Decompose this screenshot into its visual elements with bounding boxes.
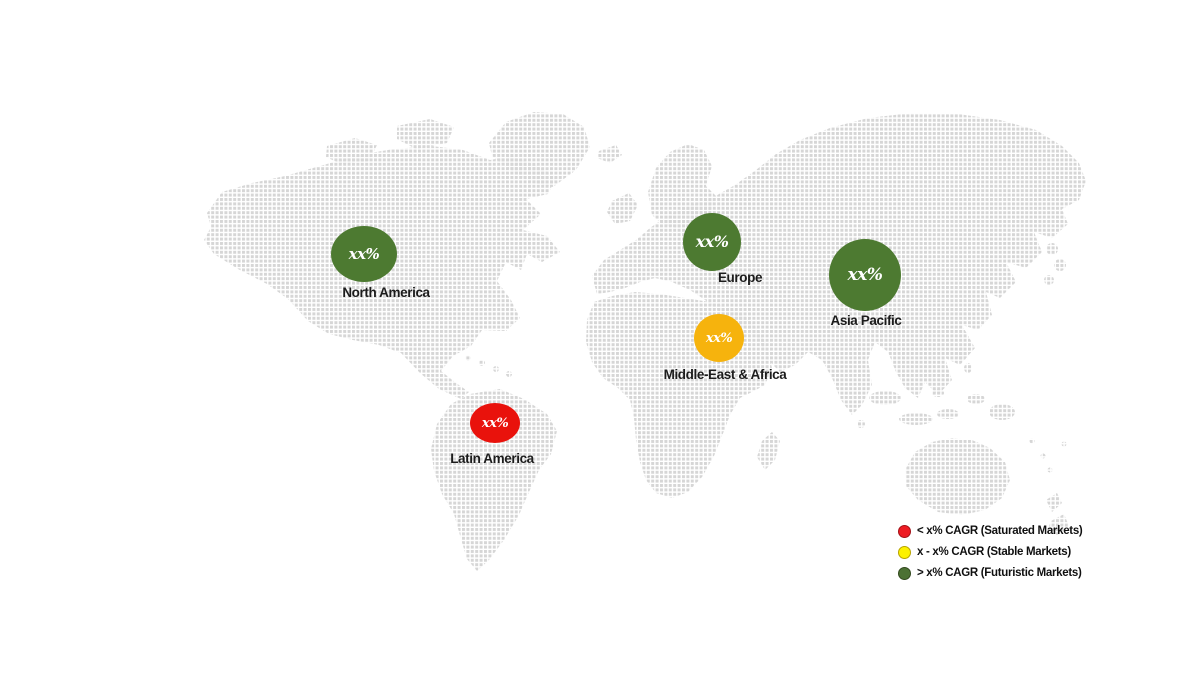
region-value-middle-east-africa: xx% (705, 330, 733, 346)
island-britain (607, 193, 638, 224)
legend-label-saturated: < x% CAGR (Saturated Markets) (917, 524, 1083, 537)
legend-row-futuristic: > x% CAGR (Futuristic Markets) (898, 567, 1082, 580)
legend-dot-saturated (898, 525, 911, 538)
region-bubble-europe: xx% (683, 213, 741, 271)
legend-row-saturated: < x% CAGR (Saturated Markets) (898, 524, 1083, 538)
region-label-europe: Europe (717, 270, 763, 285)
island-new-zealand-north (1046, 493, 1062, 512)
island-greenland (489, 112, 590, 187)
region-bubble-asia-pacific: xx% (829, 239, 901, 311)
region-label-latin-america: Latin America (450, 451, 534, 466)
region-value-asia-pacific: xx% (847, 264, 883, 285)
islands-caribbean (465, 355, 865, 428)
islands-japan (1044, 243, 1066, 285)
islands-southeast-asia (869, 347, 1015, 425)
legend-label-stable: x - x% CAGR (Stable Markets) (917, 545, 1071, 558)
legend-row-stable: x - x% CAGR (Stable Markets) (898, 546, 1082, 559)
continent-australia (905, 438, 1010, 515)
islands-pacific (1029, 438, 1067, 473)
region-value-europe: xx% (695, 232, 729, 251)
island-iceland (597, 145, 622, 163)
cagr-legend: < x% CAGR (Saturated Markets) x - x% CAGR… (898, 524, 1083, 588)
region-bubble-latin-america: xx% (470, 403, 520, 443)
island-new-zealand-south (1048, 514, 1069, 535)
legend-label-futuristic: > x% CAGR (Futuristic Markets) (917, 566, 1082, 579)
islands-canadian-arctic-east (397, 119, 454, 149)
legend-dot-futuristic (898, 567, 911, 580)
continent-south-america (431, 389, 557, 571)
region-label-north-america: North America (342, 285, 430, 300)
region-bubble-north-america: xx% (331, 226, 397, 282)
region-bubble-middle-east-africa: xx% (694, 314, 744, 362)
region-value-latin-america: xx% (481, 415, 509, 431)
region-label-asia-pacific: Asia Pacific (830, 313, 902, 328)
island-madagascar (757, 432, 780, 470)
continent-africa (586, 292, 772, 498)
legend-dot-stable (898, 546, 911, 559)
region-label-middle-east-africa: Middle-East & Africa (663, 367, 787, 382)
region-value-north-america: xx% (348, 244, 380, 263)
islands-canadian-arctic-west (326, 138, 377, 164)
